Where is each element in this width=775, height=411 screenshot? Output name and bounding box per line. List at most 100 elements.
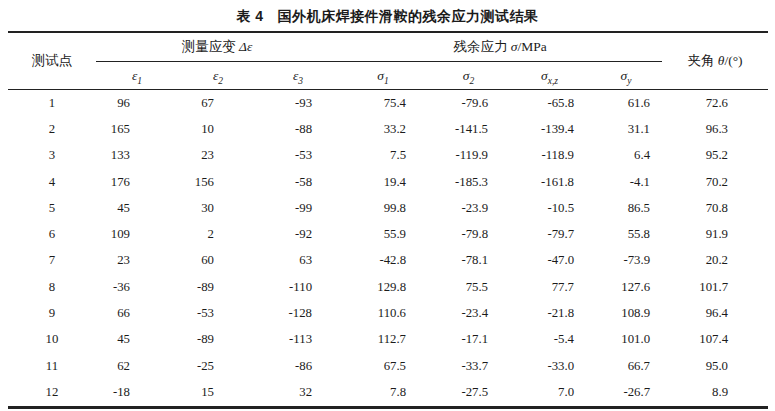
cell-value: 7.5 <box>338 143 428 169</box>
table-row: 1045-89-113112.7-17.1-5.4101.0107.4 <box>8 327 768 353</box>
cell-value: 70.8 <box>662 195 768 221</box>
cell-value: 129.8 <box>338 274 428 300</box>
cell-value: 6.4 <box>590 143 662 169</box>
cell-value: -17.1 <box>428 327 509 353</box>
table-row: 216510-8833.2-141.5-139.431.196.3 <box>8 116 768 142</box>
cell-value: 7.0 <box>509 379 590 407</box>
cell-value: -89 <box>178 327 258 353</box>
cell-value: 31.1 <box>590 116 662 142</box>
cell-value: -86 <box>258 353 338 379</box>
cell-value: 107.4 <box>662 327 768 353</box>
test-point-label: 测试点 <box>32 53 73 68</box>
cell-value: -25 <box>178 353 258 379</box>
cell-test-point: 9 <box>8 300 96 326</box>
cell-value: 66.7 <box>590 353 662 379</box>
col-header-epsilon3: ε3 <box>258 62 338 90</box>
cell-value: 91.9 <box>662 221 768 247</box>
cell-value: -113 <box>258 327 338 353</box>
col-header-sigma-y: σy <box>590 62 662 90</box>
cell-test-point: 8 <box>8 274 96 300</box>
cell-value: -128 <box>258 300 338 326</box>
table-row: 966-53-128110.6-23.4-21.8108.996.4 <box>8 300 768 326</box>
cell-value: 101.7 <box>662 274 768 300</box>
cell-value: 19.4 <box>338 169 428 195</box>
cell-value: 67.5 <box>338 353 428 379</box>
cell-value: 165 <box>96 116 178 142</box>
cell-value: 95.2 <box>662 143 768 169</box>
col-header-epsilon1: ε1 <box>96 62 178 90</box>
stress-group-unit: /MPa <box>517 39 546 54</box>
cell-value: 99.8 <box>338 195 428 221</box>
cell-value: 133 <box>96 143 178 169</box>
table-row: 54530-9999.8-23.9-10.586.570.8 <box>8 195 768 221</box>
cell-test-point: 7 <box>8 248 96 274</box>
cell-value: -88 <box>258 116 338 142</box>
cell-value: 176 <box>96 169 178 195</box>
cell-value: 45 <box>96 327 178 353</box>
cell-value: 112.7 <box>338 327 428 353</box>
cell-value: 8.9 <box>662 379 768 407</box>
cell-value: -26.7 <box>590 379 662 407</box>
cell-value: 33.2 <box>338 116 428 142</box>
cell-value: 96 <box>96 90 178 117</box>
cell-value: 72.6 <box>662 90 768 117</box>
cell-value: -10.5 <box>509 195 590 221</box>
cell-value: -47.0 <box>509 248 590 274</box>
cell-value: -36 <box>96 274 178 300</box>
cell-value: -78.1 <box>428 248 509 274</box>
cell-value: -141.5 <box>428 116 509 142</box>
table-row: 313323-537.5-119.9-118.96.495.2 <box>8 143 768 169</box>
col-group-stress: 残余应力 σ/MPa <box>338 32 662 62</box>
cell-value: -18 <box>96 379 178 407</box>
cell-test-point: 5 <box>8 195 96 221</box>
cell-value: 2 <box>178 221 258 247</box>
cell-value: -79.8 <box>428 221 509 247</box>
cell-value: -21.8 <box>509 300 590 326</box>
table-row: 7236063-42.8-78.1-47.0-73.920.2 <box>8 248 768 274</box>
cell-value: 96.3 <box>662 116 768 142</box>
col-header-sigma-xz: σx,z <box>509 62 590 90</box>
cell-value: 101.0 <box>590 327 662 353</box>
table-title-text: 国外机床焊接件滑鞍的残余应力测试结果 <box>278 8 539 24</box>
cell-value: -79.7 <box>509 221 590 247</box>
cell-value: -93 <box>258 90 338 117</box>
cell-value: -79.6 <box>428 90 509 117</box>
cell-value: 7.8 <box>338 379 428 407</box>
col-header-angle: 夹角 θ/(°) <box>662 32 768 90</box>
table-title: 表 4 国外机床焊接件滑鞍的残余应力测试结果 <box>0 0 775 31</box>
cell-value: 55.8 <box>590 221 662 247</box>
angle-label: 夹角 <box>687 53 714 68</box>
table-row: 1162-25-8667.5-33.7-33.066.795.0 <box>8 353 768 379</box>
col-header-sigma2: σ2 <box>428 62 509 90</box>
cell-value: -27.5 <box>428 379 509 407</box>
cell-value: -58 <box>258 169 338 195</box>
cell-value: 30 <box>178 195 258 221</box>
col-header-sigma1: σ1 <box>338 62 428 90</box>
cell-value: 127.6 <box>590 274 662 300</box>
cell-value: -53 <box>258 143 338 169</box>
table-row: 4176156-5819.4-185.3-161.8-4.170.2 <box>8 169 768 195</box>
table-number: 表 4 <box>236 8 263 24</box>
cell-value: -185.3 <box>428 169 509 195</box>
cell-value: 45 <box>96 195 178 221</box>
cell-value: 61.6 <box>590 90 662 117</box>
cell-value: -99 <box>258 195 338 221</box>
cell-value: 62 <box>96 353 178 379</box>
table-body: 19667-9375.4-79.6-65.861.672.6216510-883… <box>8 90 768 408</box>
cell-value: 75.4 <box>338 90 428 117</box>
table-header: 测试点 测量应变 Δε 残余应力 σ/MPa 夹角 θ/(°) ε1 ε2 ε <box>8 32 768 90</box>
cell-value: 110.6 <box>338 300 428 326</box>
cell-value: 63 <box>258 248 338 274</box>
cell-value: -65.8 <box>509 90 590 117</box>
cell-value: -33.0 <box>509 353 590 379</box>
cell-value: 86.5 <box>590 195 662 221</box>
cell-value: -119.9 <box>428 143 509 169</box>
cell-value: 20.2 <box>662 248 768 274</box>
stress-group-label: 残余应力 <box>453 39 507 54</box>
cell-value: -23.4 <box>428 300 509 326</box>
cell-value: 23 <box>96 248 178 274</box>
cell-value: 70.2 <box>662 169 768 195</box>
cell-test-point: 11 <box>8 353 96 379</box>
strain-group-symbol: Δε <box>239 39 252 54</box>
strain-group-label: 测量应变 <box>182 39 236 54</box>
